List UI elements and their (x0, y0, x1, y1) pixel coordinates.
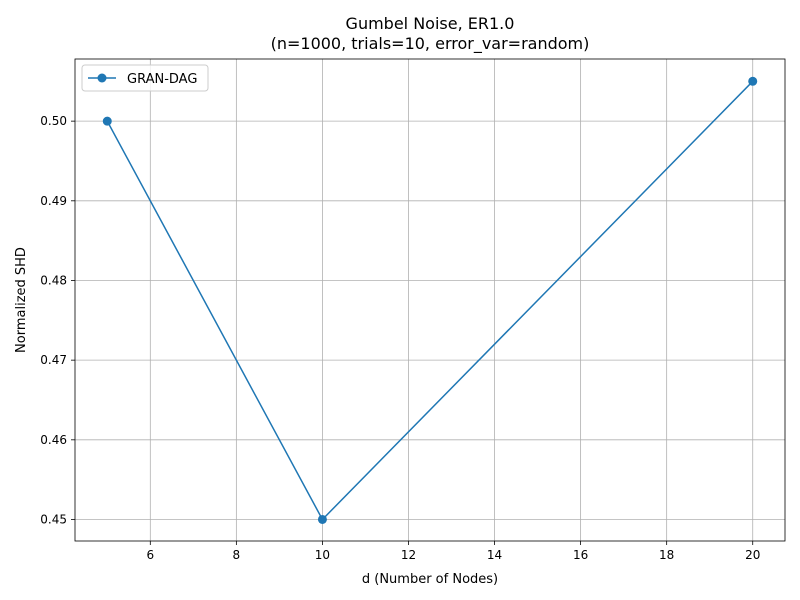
tick-labels: 6 8 10 12 14 16 18 20 0.45 0.46 0.47 0.48 0.49 0.50 (40, 114, 760, 562)
y-tick-label: 0.47 (40, 353, 67, 367)
y-tick-label: 0.45 (40, 512, 67, 526)
data-point (317, 514, 327, 524)
x-tick-label: 20 (745, 548, 760, 562)
x-tick-label: 10 (315, 548, 330, 562)
axes (71, 58, 786, 545)
x-tick-label: 18 (659, 548, 674, 562)
x-axis-label: d (Number of Nodes) (362, 572, 498, 587)
x-tick-label: 6 (146, 548, 154, 562)
y-tick-label: 0.49 (40, 194, 67, 208)
y-axis-label: Normalized SHD (14, 247, 29, 353)
series-layer (102, 76, 758, 524)
y-tick-label: 0.46 (40, 433, 67, 447)
x-tick-label: 8 (233, 548, 241, 562)
x-tick-label: 16 (573, 548, 588, 562)
legend: GRAN-DAG (81, 64, 209, 92)
chart-title: Gumbel Noise, ER1.0 (346, 14, 515, 33)
grid (75, 59, 785, 541)
x-tick-label: 12 (401, 548, 416, 562)
x-tick-label: 14 (487, 548, 502, 562)
y-tick-label: 0.48 (40, 273, 67, 287)
y-tick-label: 0.50 (40, 114, 67, 128)
chart-subtitle: (n=1000, trials=10, error_var=random) (271, 34, 590, 54)
legend-label: GRAN-DAG (127, 72, 197, 87)
legend-box (81, 64, 209, 92)
data-point (102, 116, 112, 126)
data-point (748, 76, 758, 86)
plot-frame (74, 58, 786, 542)
legend-marker (97, 73, 107, 83)
